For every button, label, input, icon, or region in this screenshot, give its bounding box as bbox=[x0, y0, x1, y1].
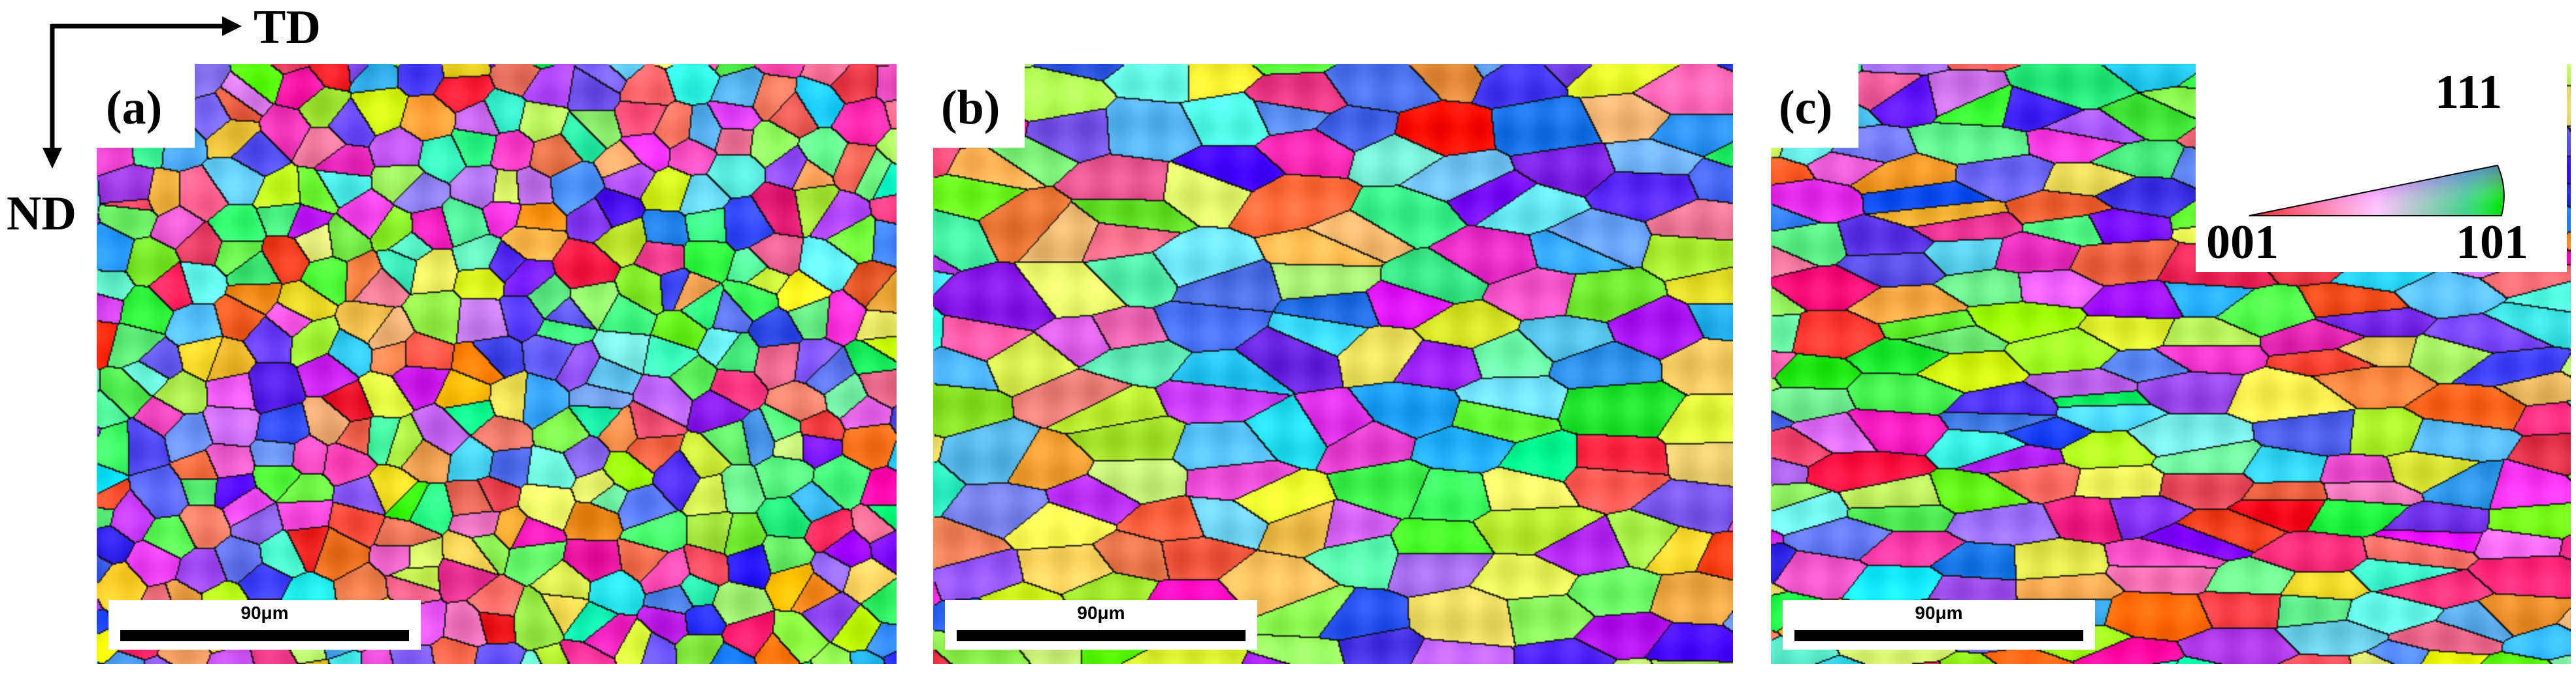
scale-bar-text-a: 90μm bbox=[240, 603, 289, 623]
td-arrowhead bbox=[222, 16, 242, 36]
legend-111-label: 111 bbox=[2435, 65, 2502, 119]
legend-001-label: 001 bbox=[2206, 216, 2279, 269]
scale-bar-text-c: 90μm bbox=[1915, 603, 1963, 623]
scale-bar-c: 90μm bbox=[1783, 600, 2095, 650]
panel-label-b: (b) bbox=[941, 81, 1000, 135]
label-notch-c bbox=[1771, 64, 1858, 148]
scale-bar-line-c bbox=[1794, 630, 2083, 641]
ipf-triangle-svg bbox=[2249, 164, 2505, 216]
orientation-map-a bbox=[97, 64, 897, 664]
label-notch-b bbox=[933, 64, 1025, 148]
nd-arrowhead bbox=[42, 148, 62, 169]
scale-bar-line-b bbox=[957, 630, 1246, 641]
label-notch-a bbox=[97, 64, 195, 148]
scale-bar-text-b: 90μm bbox=[1077, 603, 1125, 623]
ebsd-map-b: (b) 90μm bbox=[933, 64, 1733, 664]
nd-label: ND bbox=[7, 187, 76, 241]
td-label: TD bbox=[254, 1, 321, 54]
scale-bar-line-a bbox=[120, 630, 409, 641]
axis-arrows bbox=[42, 16, 242, 169]
ebsd-map-c: (c) 90μm bbox=[1771, 64, 2571, 664]
scale-bar-a: 90μm bbox=[108, 600, 421, 650]
ipf-legend: 111 001 101 bbox=[2196, 64, 2567, 272]
ebsd-map-a: (a) 90μm bbox=[97, 64, 897, 664]
panel-label-a: (a) bbox=[106, 81, 163, 135]
panel-label-c: (c) bbox=[1779, 81, 1833, 135]
ipf-triangle-outline bbox=[2249, 164, 2505, 216]
scale-bar-b: 90μm bbox=[945, 600, 1257, 650]
orientation-map-b bbox=[933, 64, 1733, 664]
legend-101-label: 101 bbox=[2456, 216, 2528, 269]
